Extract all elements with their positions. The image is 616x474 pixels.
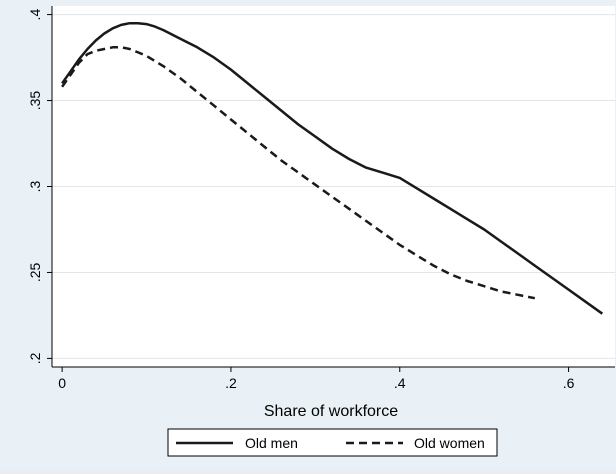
series-line-old-men <box>61 21 604 315</box>
y-axis-ticks: .2 .25 .3 .35 .4 <box>27 9 52 364</box>
legend-label-old-men: Old men <box>245 435 298 451</box>
x-tick-label: 0 <box>58 375 66 391</box>
series-lines <box>61 21 604 315</box>
x-tick-label: .4 <box>394 375 406 391</box>
y-tick-label: .4 <box>27 9 43 21</box>
gridlines <box>52 14 615 359</box>
y-tick-label: .2 <box>27 352 43 364</box>
x-tick-label: .2 <box>225 375 237 391</box>
y-tick-label: .3 <box>27 180 43 192</box>
y-tick-label: .25 <box>27 263 43 283</box>
series-line-old-women <box>61 46 536 300</box>
x-tick-label: .6 <box>563 375 575 391</box>
legend-label-old-women: Old women <box>414 435 485 451</box>
y-tick-label: .35 <box>27 91 43 111</box>
x-axis-ticks: 0 .2 .4 .6 <box>58 367 575 391</box>
x-axis-title: Share of workforce <box>264 403 398 420</box>
legend: Old men Old women <box>167 428 498 457</box>
